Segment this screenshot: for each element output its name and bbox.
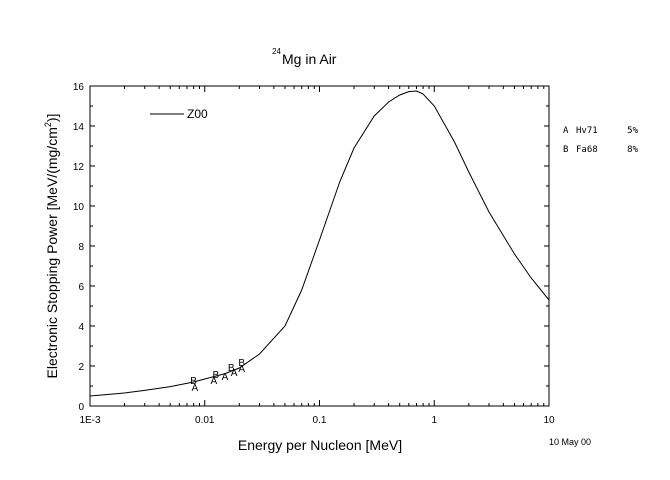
x-tick-label: 0.1 (313, 415, 327, 426)
x-tick-label: 0.01 (195, 415, 215, 426)
data-point-b: B (228, 363, 235, 374)
data-point-a: A (192, 383, 199, 394)
x-tick-label: 10 (543, 415, 555, 426)
y-tick-label: 2 (78, 362, 84, 373)
data-point-a: A (211, 376, 218, 387)
x-tick-label: 1E-3 (79, 415, 101, 426)
y-axis-label-main: Electronic Stopping Power [MeV/(mg/cm (44, 127, 60, 378)
data-point-b: B (213, 370, 220, 381)
ref-error-a: 5% (627, 126, 638, 136)
axes: 0 2 4 6 8 10 12 14 16 1E-3 0.01 0.1 1 10 (73, 82, 555, 426)
y-tick-label: 12 (73, 162, 85, 173)
legend: Z00 (150, 107, 208, 121)
ref-letter-b: B (563, 145, 568, 155)
y-tick-label: 0 (78, 402, 84, 413)
y-tick-label: 14 (73, 122, 85, 133)
ref-code-a: Hv71 (576, 126, 598, 136)
ref-letter-a: A (563, 126, 569, 136)
legend-label-z00: Z00 (187, 107, 208, 121)
curves (89, 90, 550, 397)
data-point-a: A (231, 368, 238, 379)
y-tick-label: 4 (78, 322, 84, 333)
y-axis-label: Electronic Stopping Power [MeV/(mg/cm2)] (43, 114, 60, 379)
y-tick-label: 10 (73, 202, 85, 213)
ref-error-b: 8% (627, 145, 638, 155)
x-tick-label: 1 (431, 415, 437, 426)
data-point-b: B (238, 358, 245, 369)
x-axis-label: Energy per Nucleon [MeV] (238, 437, 402, 453)
series-line-z00 (89, 90, 550, 397)
data-point-a: A (222, 372, 229, 383)
plot-frame (89, 85, 550, 407)
ref-code-b: Fa68 (576, 145, 598, 155)
data-point-b: B (190, 376, 197, 387)
chart-title-superscript: 24 (272, 47, 281, 56)
date-note: 10 May 00 (549, 437, 591, 447)
y-tick-label: 16 (73, 82, 85, 93)
reference-list: A Hv71 5% B Fa68 8% (563, 126, 639, 155)
data-point-a: A (238, 364, 245, 375)
y-axis-label-tail: )] (44, 114, 60, 123)
y-axis-label-sup: 2 (43, 122, 53, 127)
y-tick-label: 6 (78, 282, 84, 293)
y-tick-label: 8 (78, 242, 84, 253)
chart-title: Mg in Air (282, 51, 337, 67)
